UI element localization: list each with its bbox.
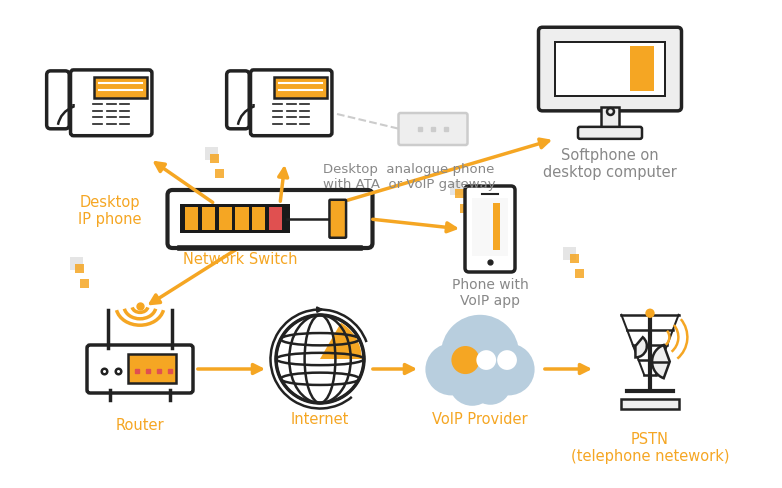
Circle shape (425, 344, 477, 396)
Wedge shape (320, 323, 362, 359)
FancyBboxPatch shape (227, 72, 249, 129)
Bar (75, 264, 84, 273)
FancyBboxPatch shape (87, 346, 193, 393)
FancyBboxPatch shape (274, 78, 327, 99)
Text: PSTN
(telephone netework): PSTN (telephone netework) (571, 431, 730, 464)
FancyBboxPatch shape (47, 72, 70, 129)
Bar (185, 208, 198, 230)
Text: Router: Router (116, 417, 164, 432)
FancyBboxPatch shape (250, 71, 332, 137)
FancyBboxPatch shape (70, 71, 152, 137)
FancyBboxPatch shape (539, 28, 681, 112)
Bar (460, 204, 469, 214)
Bar (450, 183, 463, 196)
Bar (563, 247, 576, 261)
Circle shape (449, 359, 496, 406)
Text: Desktop  analogue phone
with ATA  or VoIP gateway: Desktop analogue phone with ATA or VoIP … (323, 163, 496, 191)
FancyBboxPatch shape (329, 201, 346, 238)
Bar (205, 148, 218, 161)
Bar (128, 355, 176, 383)
Text: Phone with
VoIP app: Phone with VoIP app (452, 278, 529, 307)
Bar (70, 258, 83, 270)
Bar (215, 170, 224, 179)
Bar (235, 208, 249, 230)
Circle shape (482, 344, 535, 396)
Bar (218, 208, 231, 230)
FancyBboxPatch shape (465, 186, 515, 272)
Text: Internet: Internet (291, 411, 350, 426)
Bar (554, 42, 665, 97)
Circle shape (497, 350, 517, 370)
Bar (210, 155, 219, 163)
Bar (269, 208, 282, 230)
Bar (570, 254, 579, 264)
Circle shape (470, 364, 511, 405)
Text: Desktop
IP phone: Desktop IP phone (78, 195, 142, 227)
Bar (575, 269, 584, 279)
Bar (601, 108, 619, 130)
FancyBboxPatch shape (578, 127, 642, 140)
Bar (80, 280, 89, 288)
Bar (455, 190, 464, 199)
Circle shape (645, 309, 655, 318)
Bar (493, 203, 500, 251)
Bar (630, 47, 655, 92)
Bar (253, 208, 265, 230)
Circle shape (276, 315, 364, 403)
Text: VoIP Provider: VoIP Provider (432, 411, 528, 426)
Bar (622, 399, 679, 409)
Text: Softphone on
desktop computer: Softphone on desktop computer (543, 148, 677, 180)
Circle shape (441, 315, 519, 393)
Wedge shape (652, 346, 669, 378)
FancyBboxPatch shape (167, 191, 372, 248)
Bar (202, 208, 215, 230)
Wedge shape (636, 338, 647, 358)
Bar (472, 199, 508, 257)
Text: Network Switch: Network Switch (183, 251, 297, 266)
Bar (181, 204, 289, 234)
FancyBboxPatch shape (399, 114, 468, 146)
FancyBboxPatch shape (94, 78, 147, 99)
Circle shape (451, 346, 479, 374)
Circle shape (476, 350, 496, 370)
